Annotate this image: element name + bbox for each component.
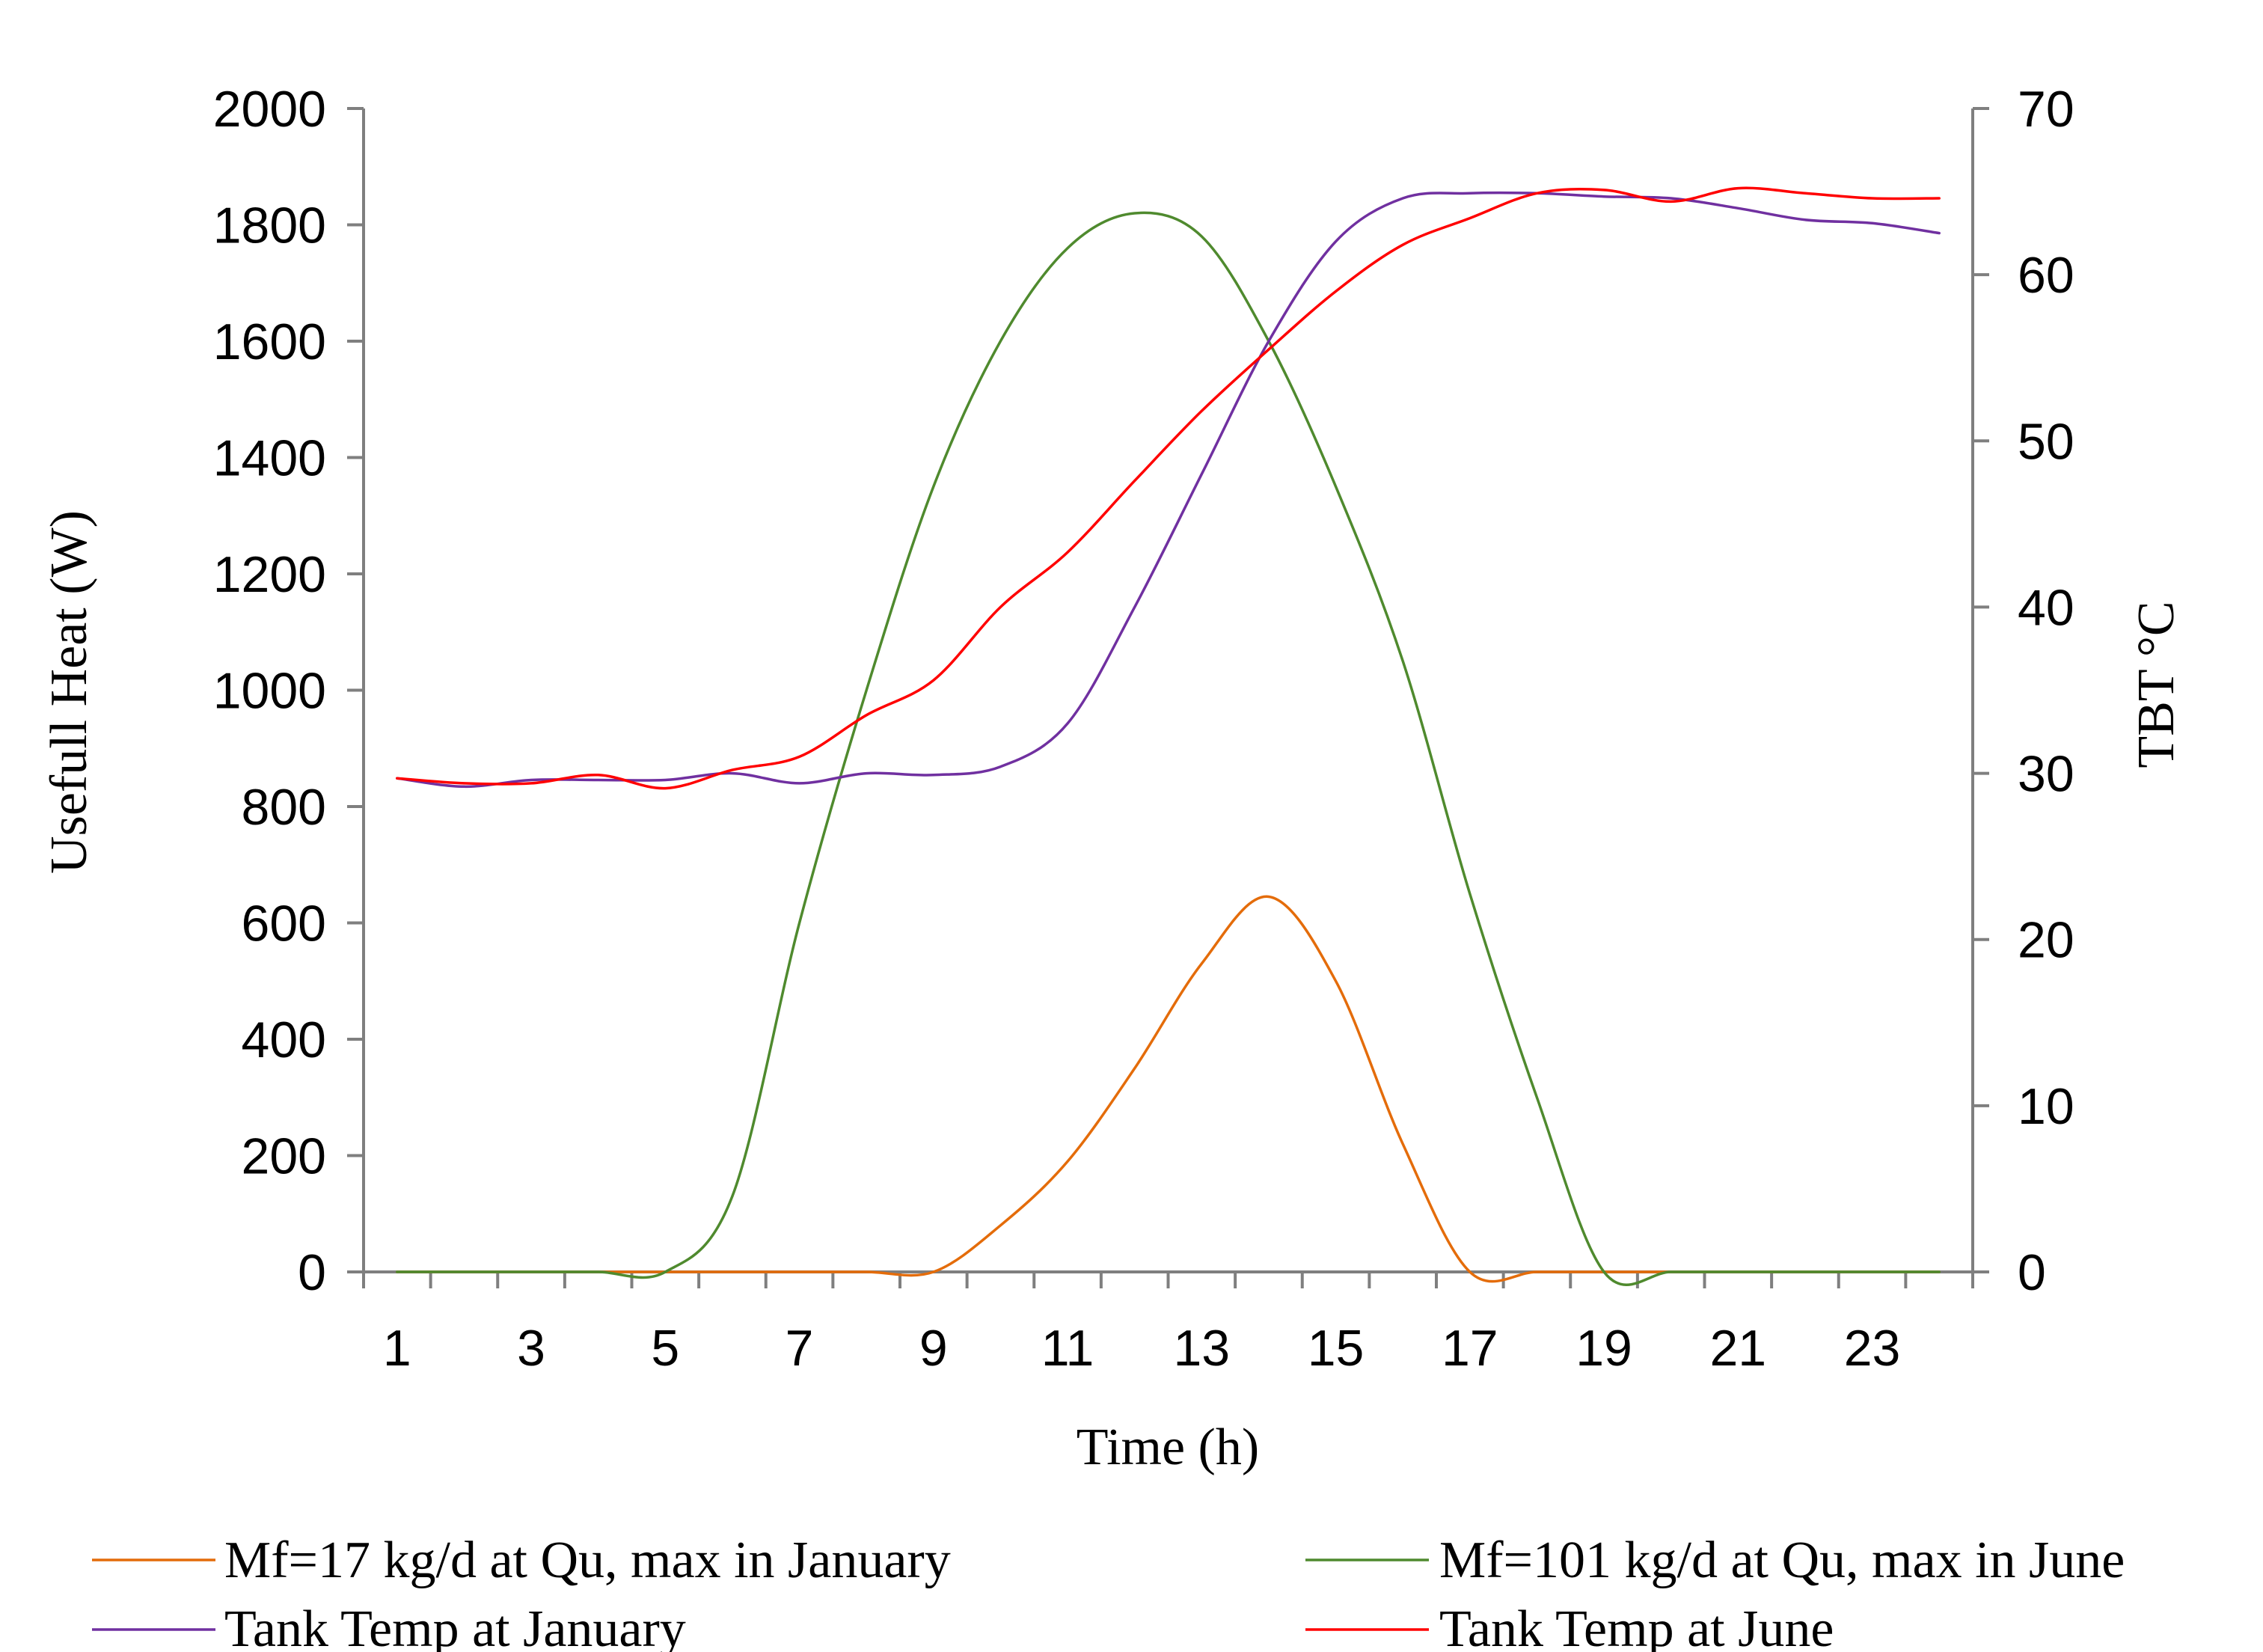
y2-tick-label: 0 <box>2018 1244 2046 1301</box>
y-axis-left-ticks: 0 200 400 600 800 1000 1200 1400 1600 1800 2000 <box>213 81 364 1301</box>
y-tick-label: 1800 <box>213 198 326 254</box>
y-axis-right-ticks: 0 10 20 30 40 50 60 70 <box>1973 81 2074 1301</box>
y-axis-right-title: TBT °C <box>2128 601 2185 768</box>
y-axis-left-title: Usefull Heat (W) <box>40 510 98 874</box>
y-tick-label: 2000 <box>213 81 326 138</box>
x-tick-label: 13 <box>1173 1320 1230 1377</box>
x-tick-label: 9 <box>919 1320 948 1377</box>
series-line-mf17-january <box>396 895 1941 1283</box>
x-tick-label: 19 <box>1575 1320 1632 1377</box>
y2-tick-label: 10 <box>2018 1078 2074 1135</box>
legend: Mf=17 kg/d at Qu, max in January Mf=101 … <box>92 1532 2125 1652</box>
x-tick-label: 7 <box>786 1320 814 1377</box>
x-tick-label: 21 <box>1709 1320 1766 1377</box>
legend-label-tank-temp-january: Tank Temp at January <box>224 1600 686 1652</box>
legend-label-mf101-june: Mf=101 kg/d at Qu, max in June <box>1439 1532 2125 1589</box>
y-tick-label: 0 <box>298 1244 326 1301</box>
x-tick-label: 15 <box>1308 1320 1365 1377</box>
y-tick-label: 1000 <box>213 663 326 720</box>
x-tick-label: 1 <box>383 1320 411 1377</box>
x-axis-ticks: 1 3 5 7 9 11 13 15 17 19 21 23 <box>362 1272 1974 1377</box>
y-tick-label: 400 <box>242 1012 326 1068</box>
y-tick-label: 600 <box>242 896 326 952</box>
y-tick-label: 800 <box>242 779 326 836</box>
legend-entry-tank-temp-january: Tank Temp at January <box>92 1600 686 1652</box>
legend-entry-tank-temp-june: Tank Temp at June <box>1305 1600 1834 1652</box>
x-tick-label: 11 <box>1041 1320 1094 1377</box>
y-tick-label: 1600 <box>213 313 326 370</box>
series-line-mf101-june <box>396 211 1941 1287</box>
y2-tick-label: 40 <box>2018 579 2074 636</box>
legend-label-tank-temp-june: Tank Temp at June <box>1439 1600 1834 1652</box>
x-tick-label: 17 <box>1442 1320 1498 1377</box>
legend-label-mf17-january: Mf=17 kg/d at Qu, max in January <box>224 1532 951 1589</box>
y2-tick-label: 70 <box>2018 81 2074 138</box>
series-line-tank-temp-june <box>396 186 1941 790</box>
y-tick-label: 1400 <box>213 430 326 487</box>
y-tick-label: 1200 <box>213 546 326 603</box>
y2-tick-label: 60 <box>2018 247 2074 304</box>
x-axis-title: Time (h) <box>1077 1419 1259 1476</box>
series-lines <box>396 186 1941 1287</box>
x-tick-label: 3 <box>517 1320 545 1377</box>
legend-entry-mf17-january: Mf=17 kg/d at Qu, max in January <box>92 1532 951 1589</box>
legend-entry-mf101-june: Mf=101 kg/d at Qu, max in June <box>1305 1532 2125 1589</box>
x-tick-label: 5 <box>651 1320 679 1377</box>
y-tick-label: 200 <box>242 1128 326 1185</box>
y2-tick-label: 20 <box>2018 912 2074 969</box>
y2-tick-label: 30 <box>2018 746 2074 803</box>
series-line-tank-temp-january <box>396 191 1941 789</box>
y2-tick-label: 50 <box>2018 413 2074 470</box>
x-tick-label: 23 <box>1844 1320 1901 1377</box>
